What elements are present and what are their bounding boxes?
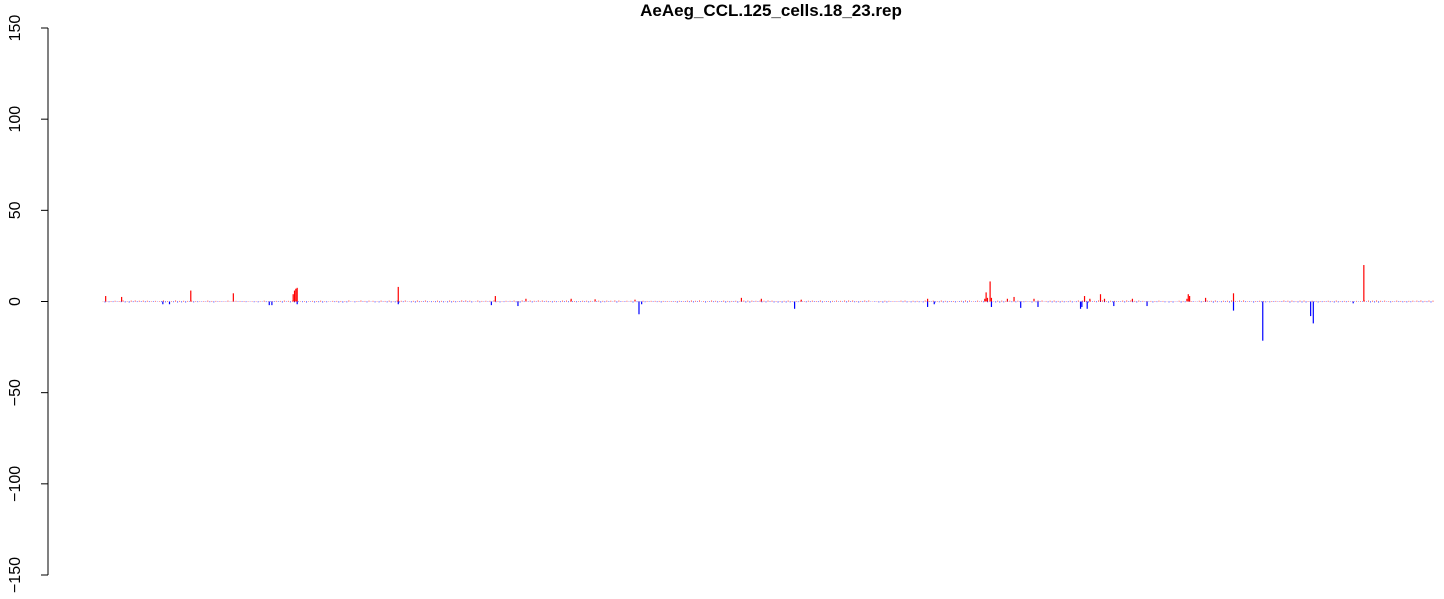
y-tick-label: −150 bbox=[7, 557, 24, 593]
y-tick-label: 50 bbox=[7, 201, 24, 219]
y-tick-label: 150 bbox=[7, 15, 24, 42]
y-tick-label: −50 bbox=[7, 379, 24, 406]
baseline-noise-bars bbox=[102, 300, 1434, 303]
y-tick-label: 100 bbox=[7, 106, 24, 133]
chart-title: AeAeg_CCL.125_cells.18_23.rep bbox=[640, 1, 902, 20]
y-tick-label: 0 bbox=[7, 297, 24, 306]
y-tick-label: −100 bbox=[7, 466, 24, 502]
y-axis: −150 −100 −50 0 50 100 150 bbox=[7, 15, 49, 593]
data-bars bbox=[105, 265, 1365, 341]
